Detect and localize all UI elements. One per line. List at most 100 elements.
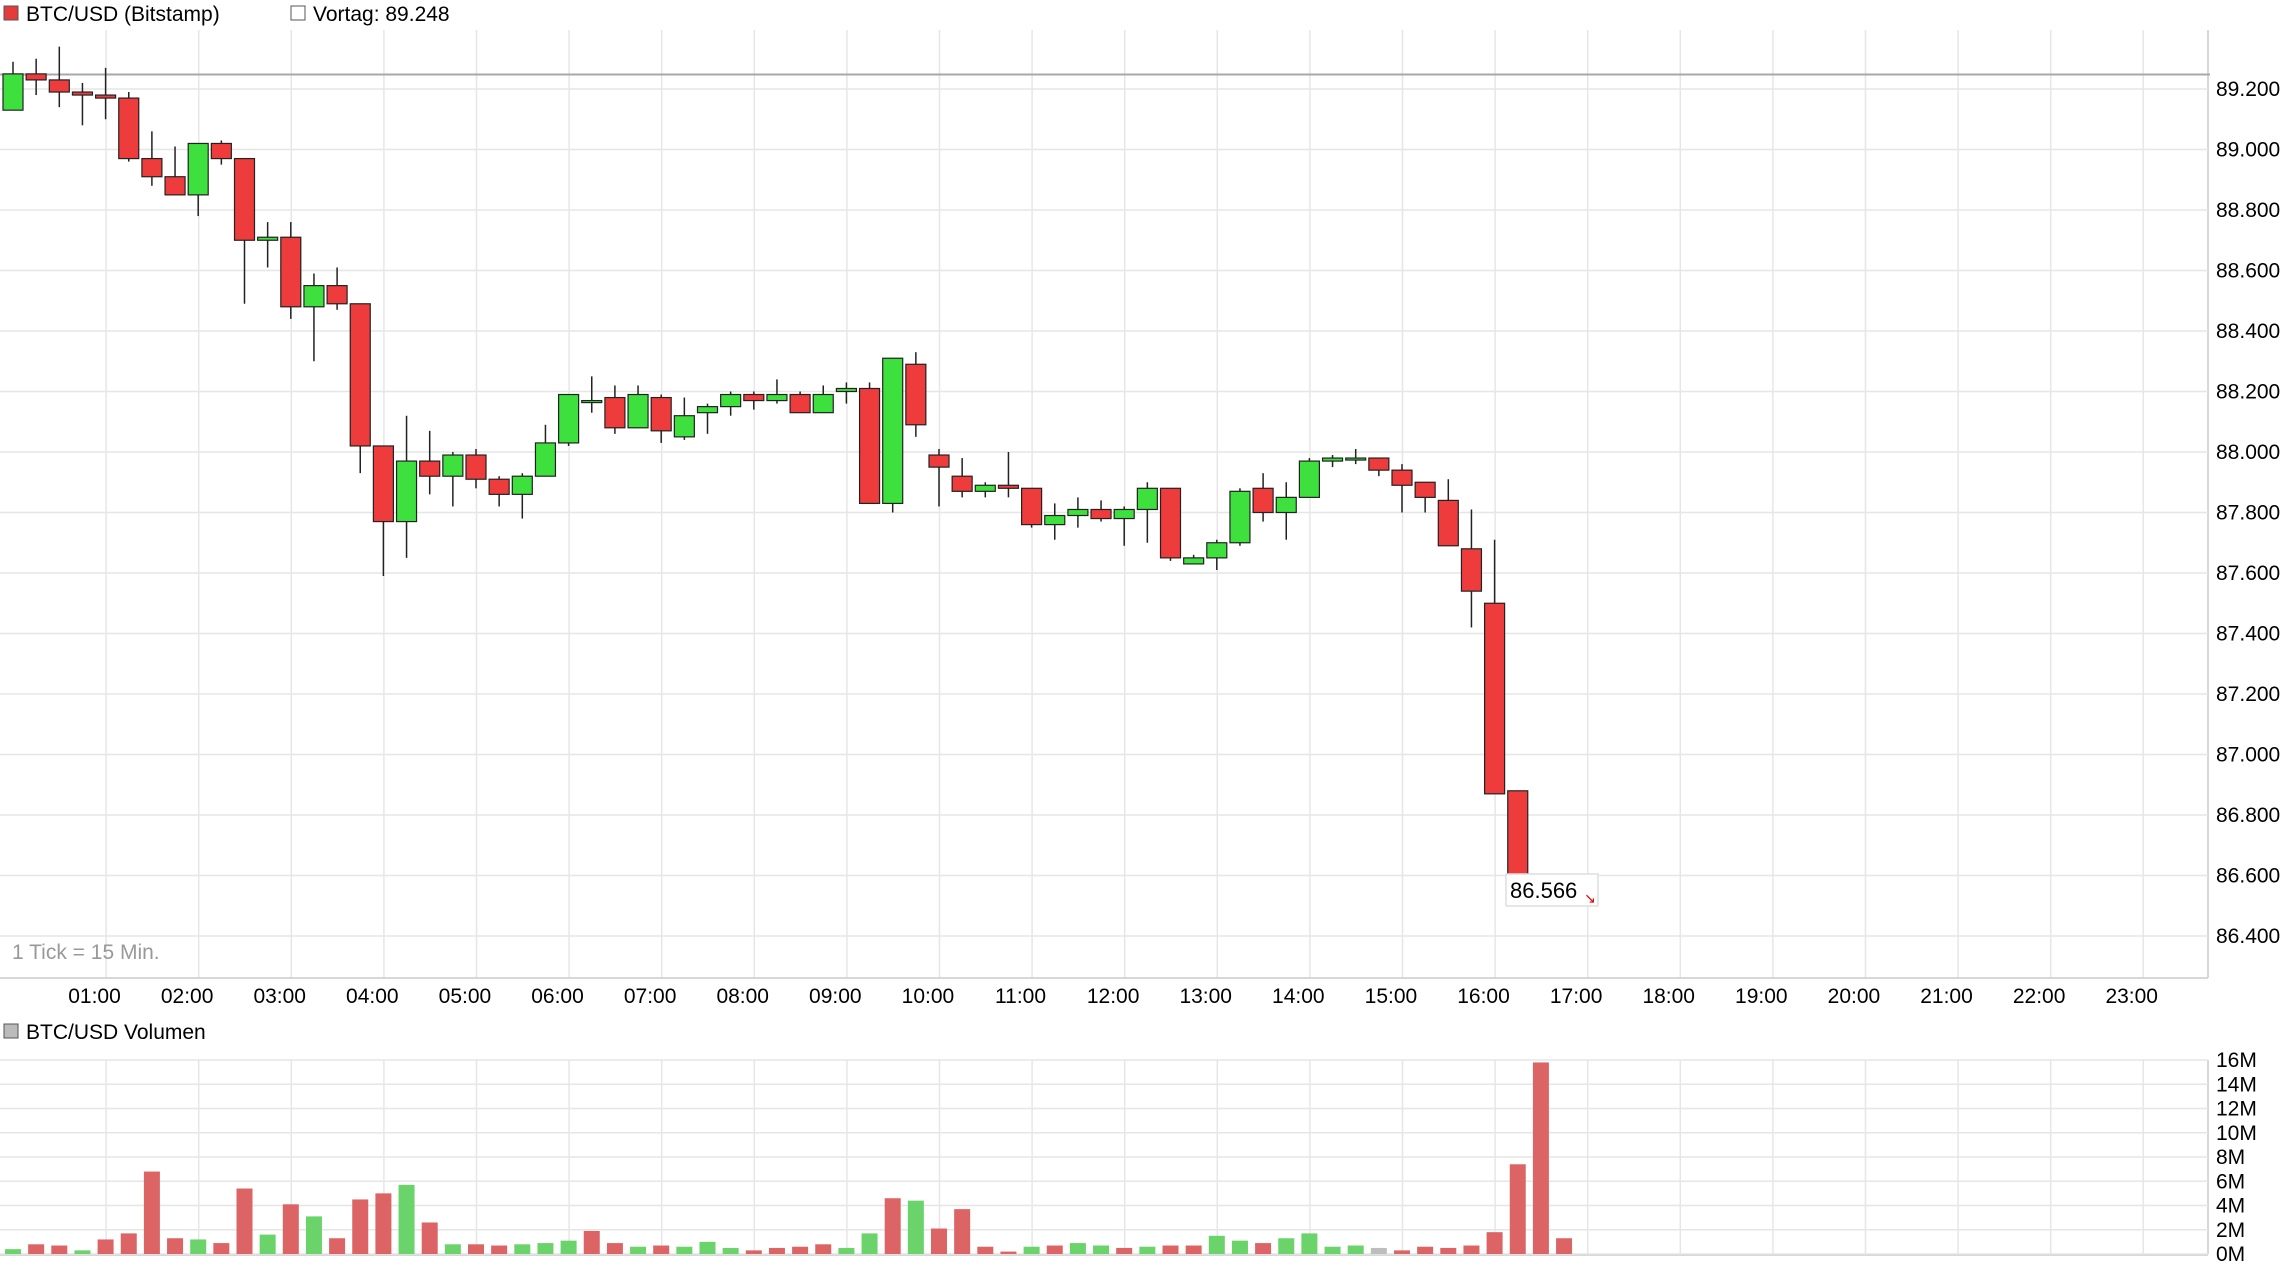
- candle-body: [233, 157, 256, 241]
- volume-bar: [398, 1184, 415, 1254]
- candle: [1345, 448, 1367, 465]
- volume-bar: [444, 1244, 461, 1254]
- volume-bar: [884, 1198, 901, 1254]
- volume-bar: [1347, 1245, 1364, 1254]
- candle: [581, 376, 603, 413]
- candle: [2, 61, 24, 111]
- candle-body: [1183, 557, 1205, 565]
- candle-body: [511, 475, 533, 495]
- candle-body: [696, 406, 719, 414]
- volume-bar: [1301, 1233, 1318, 1254]
- candle: [1483, 539, 1506, 795]
- candle-body: [1298, 460, 1321, 498]
- time-tick-label: 07:00: [624, 985, 677, 1008]
- tick-interval-note: 1 Tick = 15 Min.: [12, 941, 160, 964]
- volume-bar: [815, 1244, 832, 1254]
- volume-bar: [722, 1247, 739, 1254]
- volume-bar: [1162, 1245, 1179, 1254]
- candle-body: [25, 73, 47, 81]
- prev-close-label: Vortag: 89.248: [313, 3, 450, 26]
- volume-legend: BTC/USD Volumen: [3, 1021, 206, 1044]
- volume-bar: [468, 1244, 484, 1254]
- candle: [419, 430, 441, 495]
- volume-bar: [190, 1239, 207, 1254]
- last-price-box: [1505, 873, 1599, 907]
- volume-tick-label: 4M: [2216, 1195, 2245, 1218]
- candle-body: [650, 396, 672, 432]
- price-tick-label: 89.200: [2216, 78, 2280, 101]
- price-tick-label: 89.000: [2216, 139, 2280, 162]
- candle-body: [326, 285, 348, 305]
- candle: [395, 415, 418, 558]
- price-panel: 89.200 89.000 88.800 88.600 88.400 88.200 88.0…: [0, 30, 2280, 1008]
- price-tick-label: 87.200: [2216, 683, 2280, 706]
- volume-bar: [1208, 1235, 1225, 1254]
- candle: [1229, 488, 1251, 546]
- candle: [1159, 487, 1182, 561]
- volume-bar: [1278, 1238, 1295, 1254]
- candle-body: [1507, 790, 1529, 887]
- candle-body: [395, 460, 418, 523]
- volume-bar: [745, 1250, 762, 1254]
- time-tick-label: 14:00: [1272, 985, 1325, 1008]
- candle: [650, 394, 672, 443]
- price-series-label: BTC/USD (Bitstamp): [26, 3, 220, 26]
- candle-body: [2, 73, 24, 111]
- volume-bar: [931, 1228, 947, 1254]
- candle-body: [1229, 490, 1251, 544]
- volume-series-label: BTC/USD Volumen: [26, 1021, 206, 1044]
- volume-bar: [514, 1244, 531, 1254]
- volume-bar: [1324, 1246, 1341, 1254]
- price-tick-label: 87.800: [2216, 502, 2280, 525]
- time-tick-label: 06:00: [531, 985, 584, 1008]
- candle-body: [743, 393, 765, 402]
- volume-bar: [1000, 1251, 1017, 1254]
- candle: [141, 131, 163, 186]
- volume-bar: [1486, 1232, 1503, 1254]
- volume-bar: [1093, 1245, 1110, 1254]
- candle: [951, 458, 973, 498]
- candle: [696, 403, 719, 434]
- candle: [48, 46, 70, 108]
- candle: [720, 391, 742, 416]
- price-tick-label: 88.000: [2216, 441, 2280, 464]
- volume-tick-label: 16M: [2216, 1049, 2257, 1072]
- time-tick-label: 04:00: [346, 985, 399, 1008]
- price-tick-label: 87.600: [2216, 562, 2280, 585]
- candle-body: [1206, 542, 1228, 559]
- price-tick-label: 88.800: [2216, 199, 2280, 222]
- candle-body: [835, 387, 858, 393]
- time-tick-label: 08:00: [716, 985, 769, 1008]
- candle-body: [118, 97, 140, 160]
- candle: [905, 352, 927, 437]
- volume-bar-series: [5, 1062, 1573, 1254]
- price-legend: BTC/USD (Bitstamp) Vortag: 89.248: [3, 3, 450, 26]
- time-tick-label: 02:00: [161, 985, 214, 1008]
- candle-body: [581, 399, 603, 404]
- volume-bar: [699, 1241, 716, 1254]
- time-tick-label: 13:00: [1179, 985, 1232, 1008]
- volume-bar: [676, 1246, 693, 1254]
- volume-bar: [236, 1188, 253, 1254]
- candle: [1298, 458, 1321, 498]
- candle: [94, 67, 117, 120]
- candle-body: [974, 484, 996, 492]
- volume-bar: [143, 1171, 160, 1254]
- candle-body: [141, 157, 163, 178]
- candle: [303, 273, 325, 362]
- candle-body: [882, 357, 904, 505]
- candle: [280, 222, 302, 319]
- candle: [928, 448, 950, 507]
- candle: [1321, 455, 1344, 468]
- volume-bar: [167, 1238, 184, 1254]
- volume-bar: [1116, 1247, 1133, 1254]
- volume-bar: [259, 1234, 276, 1254]
- volume-bar: [213, 1243, 230, 1254]
- candle-body: [604, 396, 626, 429]
- price-tick-label: 86.400: [2216, 925, 2280, 948]
- candle: [25, 58, 47, 96]
- volume-bar: [1440, 1247, 1457, 1254]
- volume-tick-label: 6M: [2216, 1170, 2245, 1193]
- volume-bar: [282, 1204, 299, 1254]
